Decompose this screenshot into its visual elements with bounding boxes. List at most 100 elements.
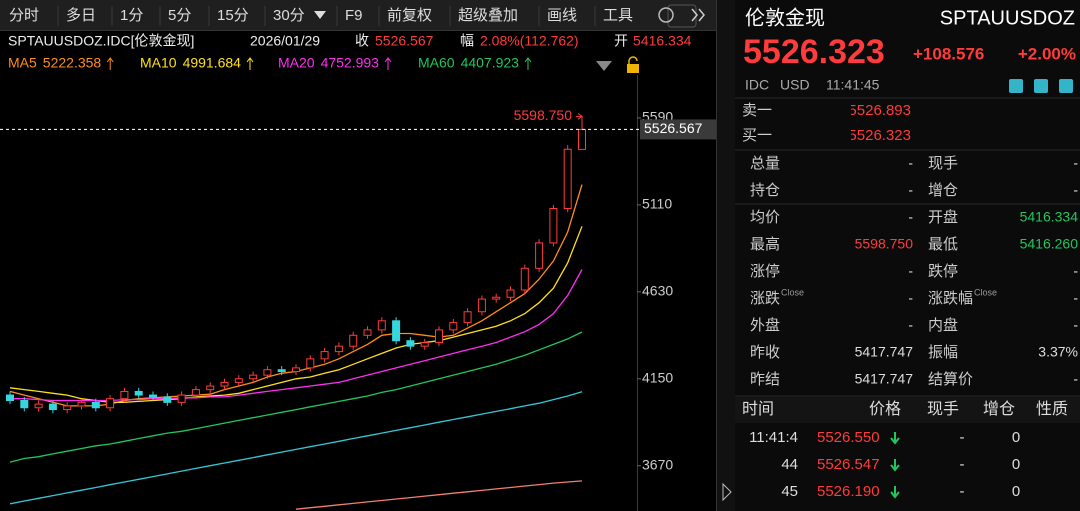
quote-code: SPTAUUSDOZ [940, 7, 1075, 29]
ma-line [9, 391, 583, 505]
panel-icon[interactable] [1034, 79, 1048, 93]
candle-body [449, 322, 458, 331]
lock-shackle [628, 56, 638, 64]
candle-body [77, 401, 86, 407]
order-cover [779, 100, 851, 148]
candle-body [520, 267, 529, 291]
stat-label: 最高 [750, 236, 780, 253]
candle-body [506, 289, 515, 298]
candle-body [163, 396, 172, 403]
candle-body [206, 385, 215, 391]
candle-body [492, 296, 501, 300]
toolbar-button[interactable]: 超级叠加 [458, 7, 518, 24]
stat-value: - [1073, 263, 1078, 279]
toolbar-button[interactable]: 前复权 [387, 6, 432, 24]
expand-button[interactable] [722, 482, 732, 502]
candle-body [134, 390, 143, 396]
toolbar-button[interactable]: 画线 [547, 7, 577, 24]
ma-line [9, 331, 583, 463]
trade-volume: - [960, 456, 965, 473]
toolbar-button[interactable]: 多日 [66, 7, 96, 24]
candle-body [106, 398, 115, 409]
open-label: 开 [614, 33, 628, 49]
toolbar-button[interactable]: F9 [345, 7, 363, 24]
close-label: 收 [355, 33, 369, 49]
trade-arrow [890, 459, 900, 472]
stat-value: - [908, 263, 913, 279]
quote-change: +108.576 [913, 44, 984, 63]
panel-icon[interactable] [1009, 79, 1023, 93]
candle-body [6, 394, 14, 402]
candle-body [363, 329, 372, 336]
candle-body [177, 394, 186, 403]
stat-label: 涨跌幅 [928, 290, 973, 307]
toolbar-button[interactable]: 分时 [9, 7, 39, 24]
candle-body [191, 389, 200, 396]
stat-value: 5416.260 [1020, 236, 1079, 252]
legend-value: 4407.923 [461, 55, 520, 71]
candle-body [306, 358, 315, 369]
trade-time: 44 [781, 456, 798, 473]
candle-body [535, 242, 544, 269]
candle-body [420, 342, 429, 347]
stat-value: 5417.747 [855, 344, 914, 360]
legend-name: MA60 [418, 55, 455, 71]
trades-column: 现手 [927, 400, 959, 418]
trades-column: 性质 [1036, 400, 1068, 418]
stat-value: - [908, 209, 913, 225]
candle-body [549, 207, 558, 244]
candle-body [377, 320, 386, 331]
y-tick-label: 4630 [642, 283, 673, 299]
quote-change-pct: +2.00% [1018, 44, 1076, 63]
collapse-arrow[interactable] [596, 61, 612, 71]
trade-price: 5526.550 [817, 429, 880, 446]
legend-arrow [524, 57, 532, 70]
y-tick-label: 3670 [642, 456, 673, 472]
stat-value: - [1073, 155, 1078, 171]
stat-label: 总量 [750, 155, 780, 172]
toolbar-button[interactable]: 5分 [168, 7, 191, 24]
legend-value: 4991.684 [183, 55, 242, 71]
date: 2026/01/29 [250, 33, 320, 49]
toolbar-button[interactable]: 15分 [217, 7, 249, 24]
high-marker-label: 5598.750 [514, 107, 573, 123]
quote-currency: USD [780, 77, 810, 93]
stat-label: 内盘 [928, 316, 958, 334]
trade-oi: 0 [1012, 483, 1020, 500]
stat-label: 现手 [928, 155, 958, 172]
legend-value: 4752.993 [321, 55, 380, 71]
y-tick-label: 5110 [642, 196, 672, 212]
trade-arrow [890, 432, 900, 445]
order-label: 买一 [742, 127, 772, 144]
toolbar-button[interactable]: 工具 [603, 7, 633, 24]
stat-value: - [1073, 317, 1078, 333]
y-tick-label: 4150 [642, 369, 673, 385]
candle-body [120, 390, 129, 400]
candle-body [263, 369, 272, 376]
lock-icon[interactable] [627, 64, 639, 73]
quote-source: IDC [745, 77, 769, 93]
stat-label: 均价 [750, 209, 780, 226]
settings-icon[interactable] [658, 7, 674, 23]
open-value: 5416.334 [633, 33, 692, 49]
candle-body [149, 394, 157, 398]
candle-body [406, 340, 415, 347]
toolbar-button[interactable]: 30分 [273, 7, 305, 24]
quote-price: 5526.323 [743, 33, 885, 71]
panel-icon[interactable] [1059, 79, 1073, 93]
trade-price: 5526.190 [817, 483, 880, 500]
quote-name: 伦敦金现 [745, 6, 825, 29]
stat-label: 结算价 [928, 370, 973, 388]
candle-body [20, 400, 29, 409]
order-price: 5526.323 [848, 127, 911, 144]
trades-header [735, 397, 1080, 423]
toolbar-button[interactable]: 1分 [120, 7, 143, 24]
stat-label: 持仓 [750, 182, 780, 199]
candle-body [277, 369, 286, 373]
stat-label: 最低 [928, 236, 958, 253]
candle-body [63, 405, 72, 411]
candle-body [435, 329, 443, 344]
more-icon[interactable] [691, 8, 705, 22]
plot [6, 116, 586, 510]
